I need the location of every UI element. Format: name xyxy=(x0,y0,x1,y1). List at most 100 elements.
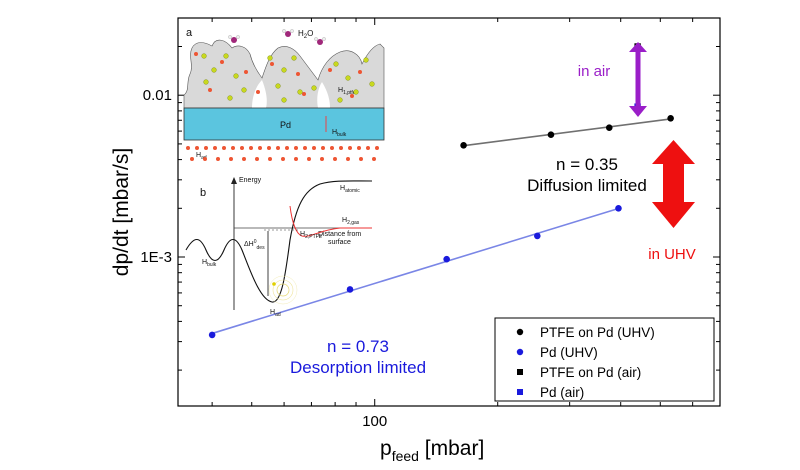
fluorine-atom xyxy=(363,57,369,63)
data-point-series-1 xyxy=(346,286,354,293)
data-point-series-1 xyxy=(534,232,541,240)
hydrogen-atom xyxy=(249,146,253,150)
hydrogen-atom xyxy=(375,146,379,150)
hydrogen-atom xyxy=(213,146,217,150)
hydrogen-atom xyxy=(294,157,298,161)
hydrogen-atom xyxy=(333,157,337,161)
data-point-series-0 xyxy=(605,124,613,131)
hydrogen-atom xyxy=(296,72,300,76)
y-tick-label: 0.01 xyxy=(143,87,172,104)
hydrogen-atom xyxy=(268,157,272,161)
hydrogen-atom xyxy=(255,157,259,161)
data-point-series-0 xyxy=(667,114,674,122)
pd-layer-label: Pd xyxy=(280,120,291,130)
ptfe-pore xyxy=(252,80,267,108)
hydrogen-atom xyxy=(358,70,362,74)
hydrogen-atom xyxy=(303,146,307,150)
hydrogen-atom xyxy=(348,146,352,150)
fluorine-atom xyxy=(275,83,281,89)
inset-b-label: b xyxy=(200,187,206,199)
hydrogen-atom xyxy=(328,68,332,72)
water-molecule-h xyxy=(236,35,240,39)
fluorine-atom xyxy=(223,53,229,59)
fluorine-atom xyxy=(297,89,303,95)
hydrogen-atom xyxy=(267,146,271,150)
fluorine-atom xyxy=(241,87,247,93)
y-tick-label: 1E-3 xyxy=(140,249,172,266)
potential-curve-h2 xyxy=(289,205,372,237)
legend: PTFE on Pd (UHV) Pd (UHV) PTFE on Pd (ai… xyxy=(494,317,715,402)
water-molecule-h xyxy=(282,29,286,33)
legend-box xyxy=(494,317,715,402)
fluorine-atom xyxy=(227,95,233,101)
legend-label-ptfe-air: PTFE on Pd (air) xyxy=(540,365,641,380)
hydrogen-atom xyxy=(366,146,370,150)
inset-a-label: a xyxy=(186,27,193,39)
hydrogen-atom xyxy=(231,146,235,150)
water-label: H2O xyxy=(298,29,313,40)
annotation-diffusion-limited: Diffusion limited xyxy=(527,176,647,195)
y-axis-title: dp/dt [mbar/s] xyxy=(110,148,133,276)
hydrogen-atom xyxy=(203,157,207,161)
legend-marker-pd-air xyxy=(517,389,523,395)
hydrogen-atom xyxy=(312,146,316,150)
data-point-series-0 xyxy=(460,142,467,149)
inset-panel-a: a Pd Hbulk Had H1,ptfe H2O xyxy=(183,27,385,161)
air-double-arrow xyxy=(629,42,647,117)
fluorine-atom xyxy=(311,85,317,91)
water-molecule-h xyxy=(228,35,232,39)
x-tick-label: 100 xyxy=(362,413,387,430)
legend-label-pd-air: Pd (air) xyxy=(540,385,584,400)
h-ad-label-b: Had xyxy=(270,309,281,318)
h-bulk-label-a: Hbulk xyxy=(332,129,347,138)
hydrogen-atom xyxy=(302,92,306,96)
h-atomic-label: Hatomic xyxy=(340,185,360,194)
potential-curve-bulk xyxy=(185,180,373,303)
fluorine-atom xyxy=(353,89,359,95)
axis-ticks xyxy=(178,17,721,406)
fluorine-atom xyxy=(337,97,343,103)
hydrogen-atom xyxy=(195,146,199,150)
hydrogen-atom xyxy=(242,157,246,161)
legend-label-ptfe-uhv: PTFE on Pd (UHV) xyxy=(540,325,655,340)
hydrogen-atom xyxy=(229,157,233,161)
hydrogen-atom xyxy=(240,146,244,150)
distance-label: Distance from xyxy=(318,231,361,238)
energy-ring xyxy=(268,275,298,305)
legend-marker-ptfe-air xyxy=(517,369,523,375)
fluorine-atom xyxy=(233,73,239,79)
hydrogen-atom xyxy=(222,146,226,150)
hydrogen-atom xyxy=(244,70,248,74)
x-axis-title: pfeed [mbar] xyxy=(380,437,484,464)
water-molecule-h xyxy=(290,29,294,33)
hydrogen-atom xyxy=(186,146,190,150)
water-molecule xyxy=(285,31,291,37)
fluorine-atom xyxy=(369,81,375,87)
fit-lines xyxy=(211,118,671,335)
hydrogen-atom xyxy=(294,146,298,150)
annotation-in-air: in air xyxy=(578,63,611,80)
water-molecule-h xyxy=(322,37,326,41)
fluorine-atom xyxy=(345,75,351,81)
fluorine-atom xyxy=(211,67,217,73)
plot-frame xyxy=(177,17,721,407)
annotation-n035: n = 0.35 xyxy=(556,155,618,174)
adsorbed-h-dot xyxy=(272,282,276,286)
hydrogen-atom xyxy=(285,146,289,150)
ptfe-layer xyxy=(183,39,385,109)
hydrogen-atom xyxy=(281,157,285,161)
h-ptfe-label-a: H1,ptfe xyxy=(338,87,356,96)
fit-line-1 xyxy=(211,207,619,335)
data-point-series-1 xyxy=(615,204,622,212)
dh-label: ΔH0des xyxy=(244,239,265,251)
tick-labels: 100 1E-3 0.01 xyxy=(140,87,387,430)
water-molecule xyxy=(317,39,323,45)
hydrogen-atom xyxy=(258,146,262,150)
hydrogen-atom xyxy=(321,146,325,150)
water-molecule-h xyxy=(314,37,318,41)
legend-marker-ptfe-uhv xyxy=(516,328,524,336)
hydrogen-atom xyxy=(194,52,198,56)
hydrogen-atom xyxy=(220,60,224,64)
energy-label: Energy xyxy=(239,177,262,184)
distance-label-2: surface xyxy=(328,239,351,246)
